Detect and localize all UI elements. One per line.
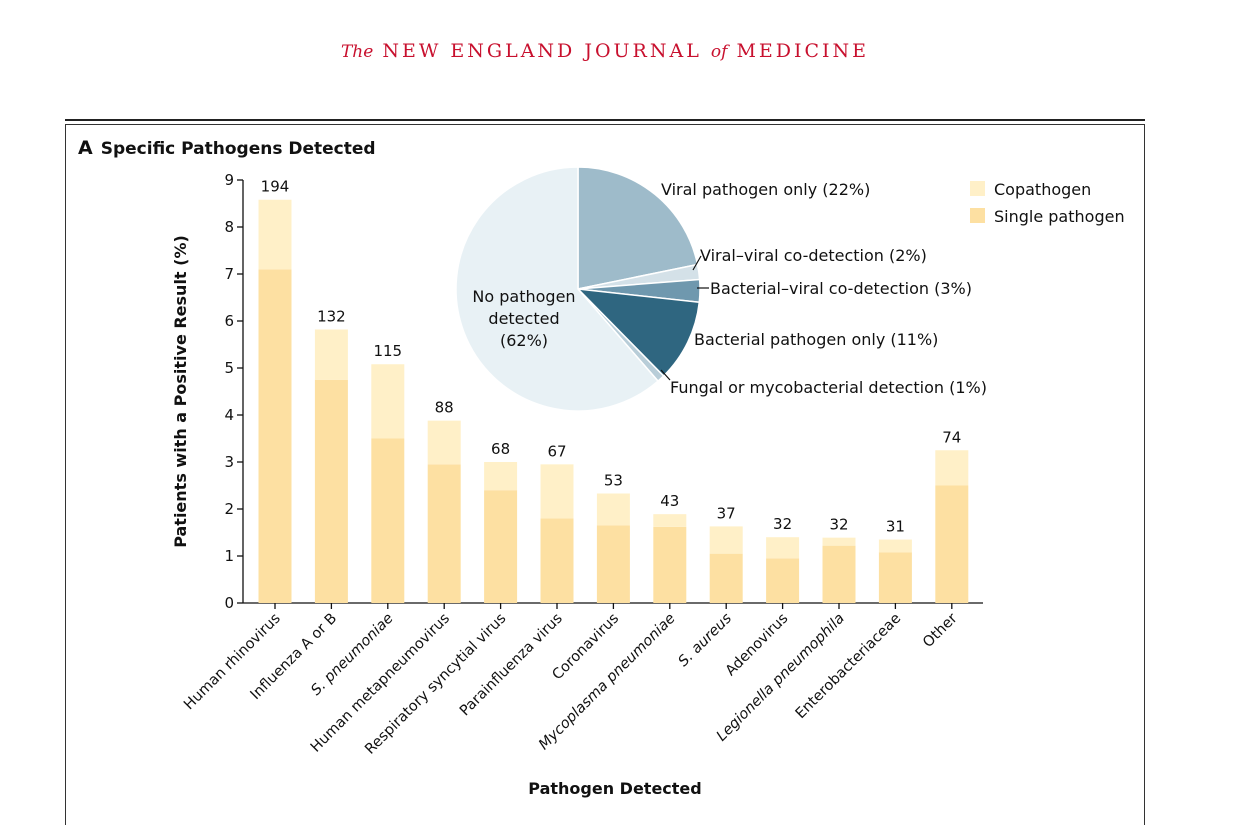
bar-copathogen	[709, 526, 743, 554]
y-tick-label: 9	[224, 171, 234, 189]
y-tick-label: 0	[224, 594, 234, 612]
bar-count-label: 74	[942, 428, 961, 446]
journal-header-name-part2: MEDICINE	[736, 40, 870, 62]
x-tick-label: S. aureus	[676, 610, 736, 670]
journal-header: The NEW ENGLAND JOURNAL of MEDICINE	[0, 40, 1210, 62]
bar-single-pathogen	[822, 545, 856, 603]
pie-slice-label: Viral pathogen only (22%)	[661, 180, 870, 199]
y-tick-label: 7	[224, 265, 234, 283]
x-tick-label: Other	[920, 610, 960, 650]
legend-label: Single pathogen	[994, 207, 1125, 226]
y-tick-label: 1	[224, 547, 234, 565]
x-tick-label: Human rhinovirus	[181, 611, 284, 714]
bar-copathogen	[596, 493, 630, 526]
bar-single-pathogen	[766, 558, 800, 603]
panel-title-text: Specific Pathogens Detected	[100, 139, 376, 159]
y-tick-label: 5	[224, 359, 234, 377]
bar-count-label: 31	[886, 518, 905, 536]
bar-copathogen	[822, 537, 856, 546]
bar-count-label: 32	[829, 516, 848, 534]
bar-count-label: 43	[660, 492, 679, 510]
bar-copathogen	[766, 537, 800, 559]
bar-single-pathogen	[653, 526, 687, 603]
bar-single-pathogen	[935, 485, 969, 603]
panel-title: A Specific Pathogens Detected	[78, 137, 376, 159]
x-axis-title: Pathogen Detected	[528, 779, 701, 798]
bar-count-label: 88	[435, 399, 454, 417]
pie-center-label: No pathogen	[472, 287, 575, 306]
bar-single-pathogen	[878, 552, 912, 603]
y-tick-label: 3	[224, 453, 234, 471]
pie-slice	[577, 166, 699, 290]
bar-copathogen	[258, 199, 292, 270]
figure-frame	[65, 124, 1145, 825]
bar-count-label: 67	[547, 442, 566, 460]
pie-chart: Viral pathogen only (22%) Viral–viral co-…	[455, 166, 987, 412]
x-tick-label: Parainfluenza virus	[457, 611, 566, 720]
journal-header-of: of	[710, 42, 728, 62]
bar-single-pathogen	[258, 269, 292, 603]
journal-header-name-part1: NEW ENGLAND JOURNAL	[382, 40, 702, 62]
bar-copathogen	[540, 464, 574, 519]
bar-single-pathogen	[371, 438, 405, 603]
bar-copathogen	[653, 514, 687, 527]
pie-center-label: detected	[488, 309, 559, 328]
bar-copathogen	[878, 539, 912, 553]
pie-slice-label: Viral–viral co-detection (2%)	[700, 246, 927, 265]
pie-slice	[455, 166, 660, 412]
pie-leader-line	[692, 255, 702, 271]
bar-copathogen	[484, 462, 518, 491]
bar-single-pathogen	[427, 464, 461, 603]
pie-slice	[575, 288, 701, 378]
x-tick-label: Enterobacteriaceae	[793, 610, 905, 722]
journal-header-the: The	[340, 42, 374, 62]
pie-leader-line	[660, 369, 671, 381]
pie-center-label: (62%)	[500, 331, 548, 350]
legend-label: Copathogen	[994, 180, 1091, 199]
bar-count-label: 53	[604, 471, 623, 489]
bar-count-label: 115	[373, 342, 402, 360]
y-tick-label: 2	[224, 500, 234, 518]
y-axis-title: Patients with a Positive Result (%)	[171, 235, 190, 548]
panel-letter: A	[78, 137, 93, 159]
bar-count-label: 132	[317, 307, 346, 325]
y-tick-label: 4	[224, 406, 234, 424]
pie-slice-label: Fungal or mycobacterial detection (1%)	[670, 378, 987, 397]
bar-single-pathogen	[709, 553, 743, 603]
bar-count-label: 194	[261, 178, 290, 196]
bar-single-pathogen	[596, 525, 630, 603]
bar-copathogen	[427, 420, 461, 465]
legend-swatch	[970, 181, 985, 196]
bar-count-label: 37	[717, 504, 736, 522]
bar-count-label: 68	[491, 440, 510, 458]
y-tick-label: 6	[224, 312, 234, 330]
bar-single-pathogen	[484, 490, 518, 603]
bar-copathogen	[935, 450, 969, 486]
bar-copathogen	[314, 329, 348, 380]
legend-swatch	[970, 208, 985, 223]
bar-count-label: 32	[773, 515, 792, 533]
y-tick-label: 8	[224, 218, 234, 236]
bar-single-pathogen	[540, 518, 574, 603]
legend: Copathogen Single pathogen	[970, 180, 1125, 226]
pie-slice-label: Bacterial–viral co-detection (3%)	[710, 279, 972, 298]
pie-slice-label: Bacterial pathogen only (11%)	[694, 330, 938, 349]
bar-single-pathogen	[314, 379, 348, 603]
bar-copathogen	[371, 364, 405, 439]
header-rule	[65, 119, 1145, 121]
